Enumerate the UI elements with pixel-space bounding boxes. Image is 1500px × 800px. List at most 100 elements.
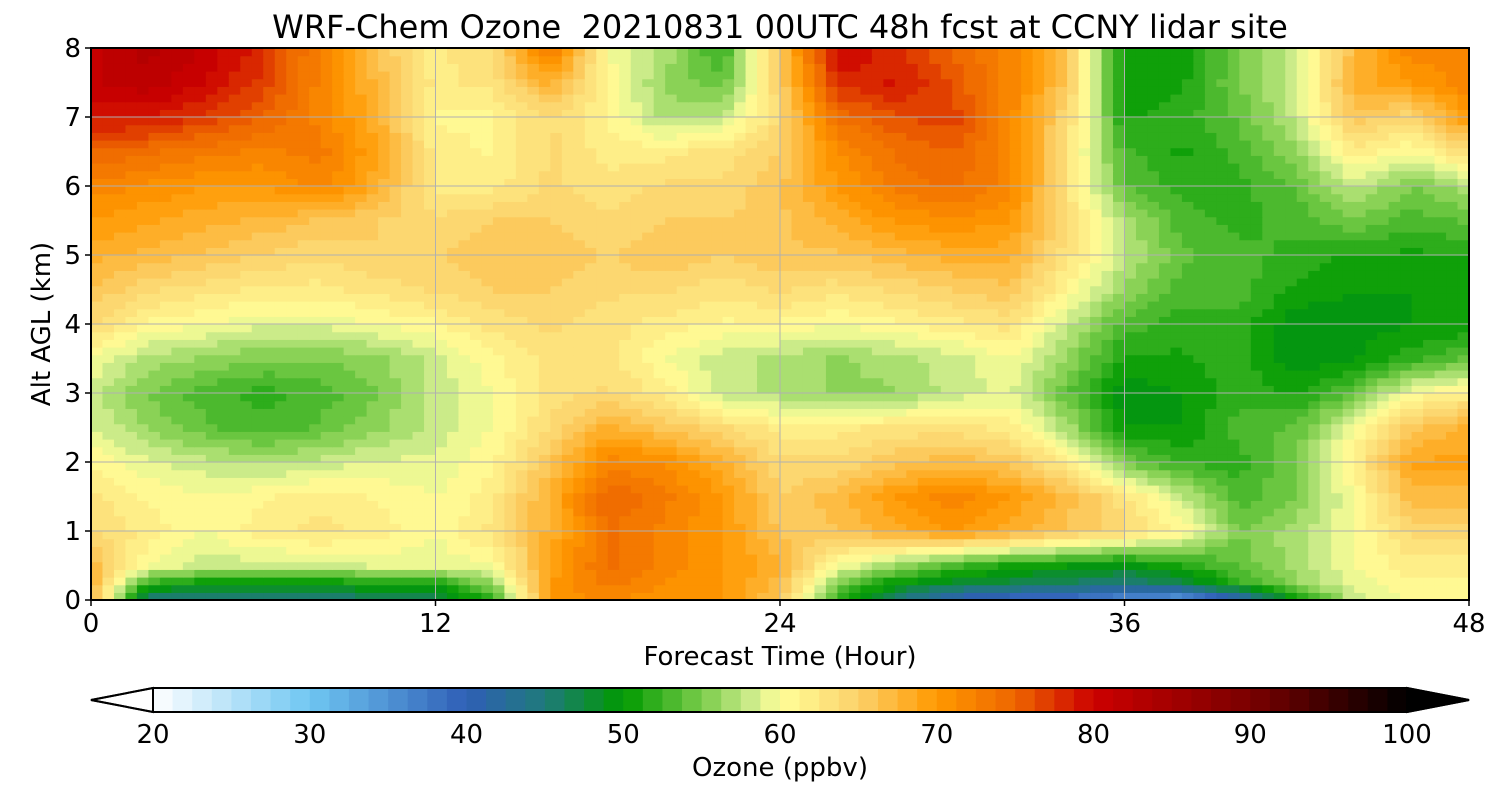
heatmap-cell: [1032, 408, 1045, 417]
heatmap-cell: [711, 592, 724, 601]
heatmap-cell: [102, 500, 115, 509]
heatmap-cell: [1147, 339, 1160, 348]
heatmap-cell: [274, 408, 287, 417]
heatmap-cell: [1250, 347, 1263, 356]
heatmap-cell: [228, 416, 241, 425]
heatmap-cell: [492, 561, 505, 570]
heatmap-cell: [814, 439, 827, 448]
heatmap-cell: [791, 393, 804, 402]
heatmap-cell: [596, 446, 609, 455]
heatmap-cell: [860, 523, 873, 532]
heatmap-cell: [125, 546, 138, 555]
heatmap-cell: [320, 569, 333, 578]
heatmap-cell: [630, 531, 643, 540]
heatmap-cell: [1365, 331, 1378, 340]
heatmap-cell: [389, 592, 402, 601]
heatmap-cell: [1331, 477, 1344, 486]
heatmap-cell: [745, 538, 758, 547]
heatmap-cell: [1078, 500, 1091, 509]
heatmap-cell: [550, 400, 563, 409]
heatmap-cell: [1457, 400, 1470, 409]
heatmap-cell: [791, 431, 804, 440]
heatmap-cell: [952, 385, 965, 394]
heatmap-cell: [1296, 408, 1309, 417]
heatmap-cell: [1216, 546, 1229, 555]
heatmap-cell: [148, 362, 161, 371]
heatmap-cell: [435, 316, 448, 325]
heatmap-cell: [1446, 377, 1459, 386]
heatmap-cell: [1170, 423, 1183, 432]
heatmap-cell: [1113, 301, 1126, 310]
heatmap-cell: [883, 554, 896, 563]
heatmap-cell: [952, 370, 965, 379]
heatmap-cell: [263, 347, 276, 356]
heatmap-cell: [1296, 538, 1309, 547]
heatmap-cell: [1067, 408, 1080, 417]
heatmap-cell: [1434, 492, 1447, 501]
heatmap-cell: [1273, 316, 1286, 325]
heatmap-cell: [1434, 331, 1447, 340]
heatmap-cell: [1181, 347, 1194, 356]
heatmap-cell: [1101, 477, 1114, 486]
heatmap-cell: [1181, 523, 1194, 532]
heatmap-cell: [1308, 362, 1321, 371]
heatmap-cell: [1342, 362, 1355, 371]
heatmap-cell: [1044, 354, 1057, 363]
heatmap-cell: [332, 385, 345, 394]
heatmap-cell: [1090, 408, 1103, 417]
heatmap-cell: [102, 377, 115, 386]
heatmap-cell: [699, 393, 712, 402]
heatmap-cell: [952, 308, 965, 317]
heatmap-cell: [734, 515, 747, 524]
heatmap-cell: [757, 331, 770, 340]
heatmap-cell: [550, 508, 563, 517]
heatmap-cell: [734, 554, 747, 563]
heatmap-cell: [251, 339, 264, 348]
heatmap-cell: [412, 577, 425, 586]
heatmap-cell: [894, 500, 907, 509]
heatmap-cell: [1400, 347, 1413, 356]
heatmap-cell: [653, 523, 666, 532]
heatmap-cell: [665, 377, 678, 386]
heatmap-cell: [1388, 538, 1401, 547]
heatmap-cell: [412, 308, 425, 317]
heatmap-cell: [217, 515, 230, 524]
heatmap-cell: [1204, 393, 1217, 402]
heatmap-cell: [1423, 469, 1436, 478]
heatmap-cell: [148, 354, 161, 363]
heatmap-cell: [401, 423, 414, 432]
heatmap-cell: [527, 423, 540, 432]
heatmap-cell: [504, 561, 517, 570]
heatmap-cell: [1009, 561, 1022, 570]
heatmap-cell: [1193, 561, 1206, 570]
heatmap-cell: [1158, 331, 1172, 340]
heatmap-cell: [607, 416, 620, 425]
heatmap-cell: [1216, 485, 1229, 494]
heatmap-cell: [389, 408, 402, 417]
heatmap-cell: [940, 416, 953, 425]
heatmap-cell: [1434, 469, 1447, 478]
heatmap-cell: [538, 339, 551, 348]
heatmap-cell: [1262, 523, 1275, 532]
heatmap-cell: [251, 293, 264, 302]
heatmap-cell: [550, 416, 563, 425]
heatmap-cell: [469, 416, 483, 425]
heatmap-cell: [274, 477, 287, 486]
heatmap-cell: [952, 324, 965, 333]
heatmap-cell: [1147, 416, 1160, 425]
heatmap-cell: [1296, 454, 1309, 463]
heatmap-cell: [412, 454, 425, 463]
heatmap-cell: [642, 569, 655, 578]
heatmap-cell: [1365, 515, 1378, 524]
heatmap-cell: [401, 508, 414, 517]
heatmap-cell: [1446, 347, 1459, 356]
heatmap-cell: [1377, 301, 1390, 310]
heatmap-cell: [768, 454, 781, 463]
heatmap-cell: [469, 531, 483, 540]
heatmap-cell: [986, 577, 999, 586]
heatmap-cell: [917, 331, 930, 340]
heatmap-cell: [492, 477, 505, 486]
heatmap-cell: [366, 569, 379, 578]
heatmap-cell: [929, 446, 942, 455]
heatmap-cell: [263, 278, 276, 287]
